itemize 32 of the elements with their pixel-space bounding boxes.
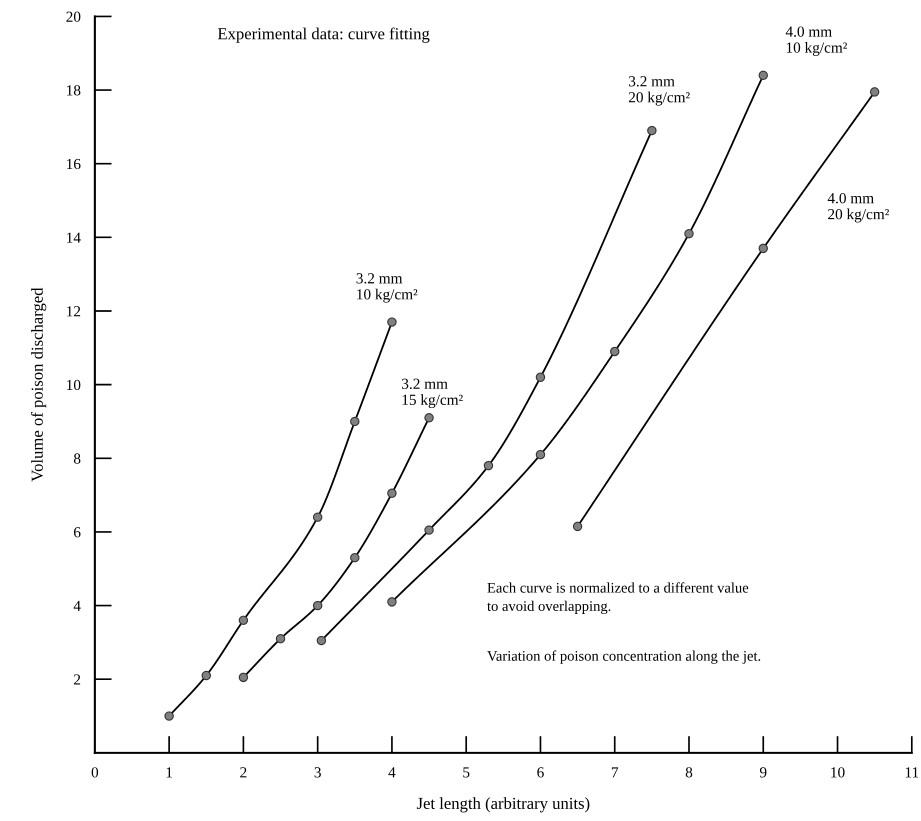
x-tick-label: 8 [686,767,692,778]
y-tick-label: 16 [67,158,81,170]
x-axis-title: Jet length (arbitrary units) [416,797,590,812]
y-tick-label: 8 [74,453,80,464]
x-tick-label: 1 [166,767,172,778]
y-tick-label: 4 [74,600,81,611]
x-tick-label: 5 [463,767,470,778]
series-label: 4.0 mm 10 kg/cm² [786,26,847,56]
annotation: Variation of poison concentration along the jet. [487,650,760,664]
series-label: 4.0 mm 20 kg/cm² [828,193,889,222]
text: Experimental data: curve fitting [218,27,430,43]
series-label: 3.2 mm 15 kg/cm² [402,378,463,408]
y-tick-label: 6 [74,527,81,538]
x-tick-label: 11 [906,767,918,778]
x-tick-label: 0 [92,767,98,778]
y-tick-label: 10 [67,380,80,390]
y-tick-label: 14 [67,232,81,243]
x-tick-label: 7 [612,767,618,778]
y-axis-title: Volume of poison discharged [30,288,46,482]
x-tick-label: 2 [240,767,246,778]
series-label: 3.2 mm 20 kg/cm² [628,76,690,106]
y-tick-label: 18 [67,85,80,96]
annotation: Each curve is normalized to a different value to avoid overlapping. [487,582,748,614]
x-tick-label: 9 [760,767,766,778]
x-tick-label: 4 [388,767,396,778]
y-tick-label: 2 [74,674,80,685]
x-tick-label: 6 [537,767,544,778]
y-tick-label: 12 [67,306,80,316]
x-tick-label: 10 [831,767,845,778]
y-tick-label: 20 [66,12,80,22]
series-label: 3.2 mm 10 kg/cm² [356,273,418,303]
x-tick-label: 3 [314,767,321,778]
